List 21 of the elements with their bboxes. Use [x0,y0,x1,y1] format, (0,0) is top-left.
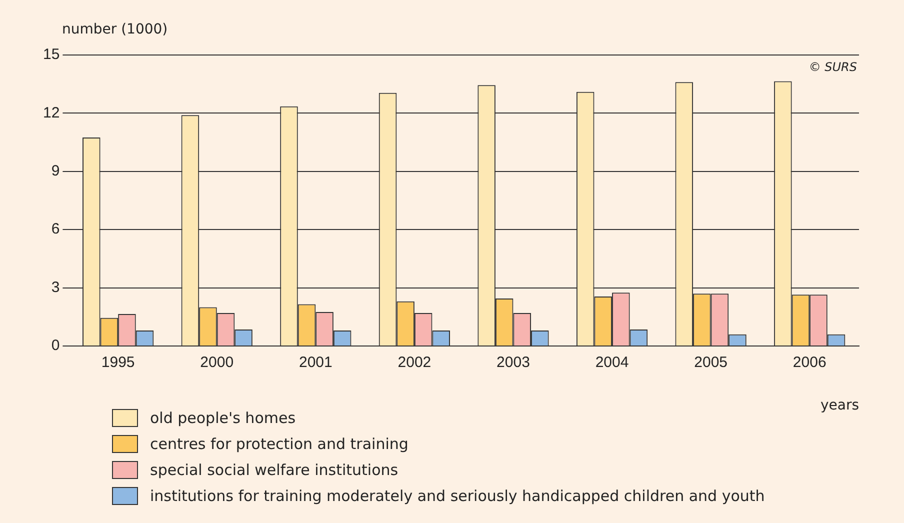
x-tick-label: 2005 [694,354,728,372]
x-tick-label: 2002 [398,354,432,372]
y-axis-title: number (1000) [62,22,168,38]
y-tick-label: 15 [42,46,60,64]
x-tick-label: 2006 [792,354,826,372]
y-tick-label: 6 [51,220,60,238]
y-tick-label: 3 [51,278,60,296]
legend-label: centres for protection and training [150,435,408,453]
x-axis-title: years [820,398,859,414]
x-tick-label: 2000 [200,354,234,372]
legend-label: old people's homes [150,409,296,427]
y-tick-label: 0 [51,337,60,354]
legend-label: special social welfare institutions [150,461,398,479]
annotation: © SURS [808,60,858,74]
legend-label: institutions for training moderately and seriously handicapped children and youth [150,487,765,505]
x-tick-label: 2004 [595,354,629,372]
y-tick-label: 9 [51,162,60,180]
x-tick-label: 2001 [298,354,332,372]
x-tick-label: 1995 [101,354,135,372]
y-tick-label: 12 [42,104,60,122]
x-tick-label: 2003 [496,354,530,372]
